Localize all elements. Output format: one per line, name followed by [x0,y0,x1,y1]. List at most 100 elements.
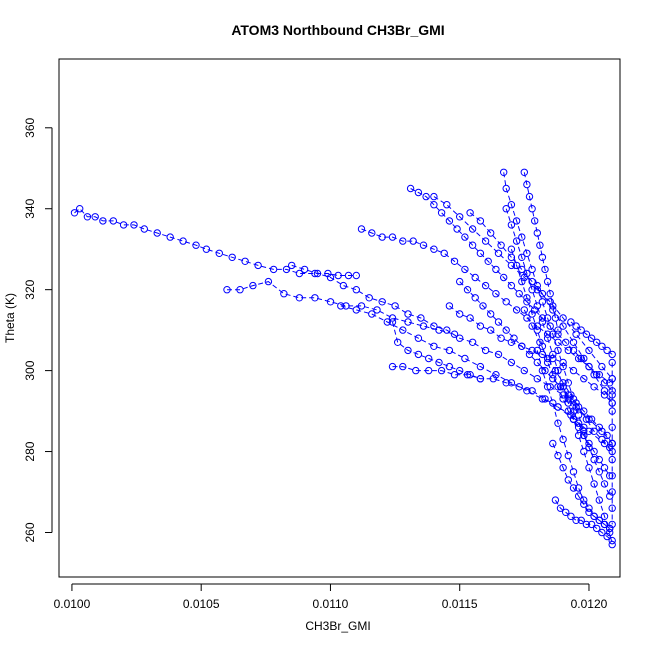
data-point [515,290,523,298]
data-point [456,277,464,286]
data-series [520,168,562,334]
data-point [541,395,549,403]
data-point [556,383,565,391]
x-tick-label: 0.0115 [442,597,478,611]
series-line [392,366,585,428]
data-point [538,253,547,261]
data-point [443,326,451,334]
data-point [91,213,99,221]
series-line [459,281,613,444]
data-point [512,261,521,270]
data-point [600,520,609,529]
data-point [559,379,567,387]
data-point [549,371,557,379]
data-point [487,310,495,318]
data-point [352,271,360,280]
data-point [476,362,485,371]
data-point [461,265,469,274]
data-point [536,338,544,346]
data-series [551,496,616,545]
data-point [523,249,531,258]
data-point [569,395,578,403]
data-point [564,407,572,415]
data-point [551,366,560,375]
data-point [523,387,531,395]
data-point [507,358,516,367]
series-line [227,281,455,335]
data-point [437,366,446,375]
data-point [608,455,616,464]
data-point [608,536,616,545]
data-point [582,415,591,423]
data-point [492,265,500,274]
data-point [520,366,528,375]
x-tick-label: 0.0100 [54,597,91,611]
data-point [518,342,526,350]
data-point [567,411,575,419]
data-point [520,273,528,282]
data-point [507,281,516,290]
data-point [422,192,430,201]
data-point [538,298,547,306]
data-point [494,318,503,326]
data-point [538,395,547,403]
data-point [334,271,342,280]
data-point [153,229,161,237]
data-point [476,322,485,330]
series-line [361,228,611,384]
data-point [574,492,583,500]
data-point [595,516,603,524]
data-point [466,209,474,217]
data-point [468,338,477,346]
data-point [523,294,531,302]
data-point [109,217,118,225]
data-point [572,399,580,407]
data-point [600,387,609,395]
data-point [543,354,552,363]
data-point [531,306,539,314]
data-point [528,387,536,395]
data-point [580,447,588,456]
data-point [497,334,505,342]
data-point [311,294,319,302]
data-point [406,184,415,193]
data-point [337,302,345,310]
series-line [552,443,611,529]
data-point [463,371,472,379]
chart-title: ATOM3 Northbound CH3Br_GMI [231,22,444,38]
data-point [569,366,578,375]
data-point [518,277,526,286]
data-point [419,241,428,249]
data-point [456,213,464,221]
data-point [564,346,572,355]
data-point [590,383,598,391]
data-point [461,354,469,363]
data-point [404,310,412,318]
data-point [549,399,557,407]
data-point [549,330,557,338]
data-point [417,314,425,322]
data-point [538,318,547,326]
data-point [572,516,580,524]
data-point [404,318,412,326]
data-point [430,322,438,330]
data-point [590,455,598,464]
data-point [551,314,560,322]
series-line [505,208,613,545]
data-point [502,379,510,387]
data-point [608,540,616,549]
data-point [572,322,580,330]
data-point [502,205,510,213]
data-point [569,338,578,346]
data-point [598,427,606,435]
data-point [236,286,244,294]
data-point [215,249,224,258]
data-point [595,455,603,464]
data-point [543,330,552,338]
data-series [520,306,614,452]
data-point [468,225,477,233]
y-axis-label: Theta (K) [3,293,17,343]
data-point [569,407,578,415]
data-point [608,375,616,383]
